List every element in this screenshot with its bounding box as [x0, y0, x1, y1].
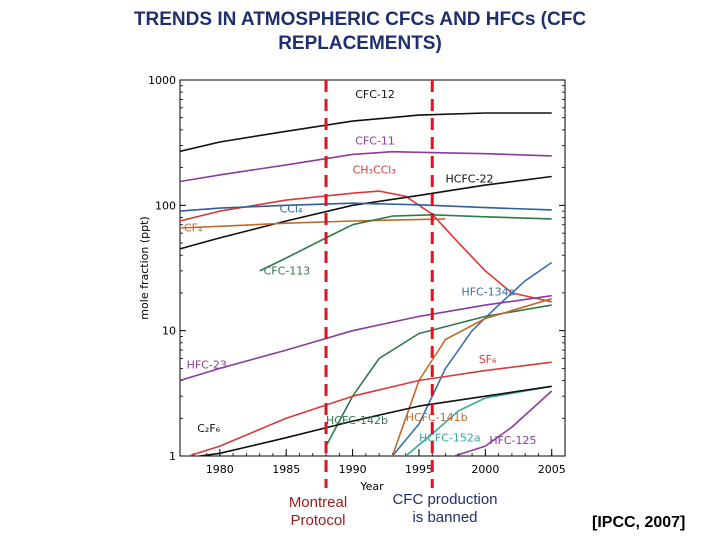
series-line-cfc-11 [180, 150, 552, 183]
y-tick-label: 1 [169, 450, 176, 463]
y-tick-label: 10 [162, 325, 176, 338]
series-line-ccl- [180, 202, 552, 212]
series-line-cf- [180, 218, 446, 229]
plot-frame [179, 79, 566, 457]
source-citation: [IPCC, 2007] [592, 514, 686, 531]
series-label-sf-: SF₆ [479, 353, 497, 366]
series-label-ch-ccl-: CH₃CCl₃ [353, 163, 396, 176]
series-label-hfc-134a: HFC-134a [461, 286, 515, 299]
series-line-cfc-12 [180, 112, 552, 153]
ban-line-1: CFC production [392, 491, 498, 508]
x-tick-label: 1980 [206, 463, 234, 476]
montreal-line-1: Montreal [288, 494, 348, 511]
series-label-c-f-: C₂F₆ [197, 422, 220, 435]
series-line-hfc-134a [391, 261, 553, 456]
chart-title-line-2: REPLACEMENTS) [278, 33, 442, 54]
series-line-hcfc-22 [180, 175, 552, 250]
series-label-hcfc-22: HCFC-22 [446, 173, 494, 186]
x-tick-label: 2005 [538, 463, 566, 476]
cfc-ban-annotation: CFC production is banned [372, 491, 518, 527]
series-label-hcfc-152a: HCFC-152a [419, 432, 481, 445]
series-label-hcfc-142b: HCFC-142b [326, 414, 388, 427]
series-label-ccl-: CCl₄ [280, 202, 303, 215]
series-label-cf-: CF₄ [184, 221, 203, 234]
series-line-hfc-125 [451, 390, 553, 456]
series-label-hfc-23: HFC-23 [187, 358, 227, 371]
series-lines [180, 112, 553, 456]
series-line-hfc-23 [180, 294, 552, 382]
x-tick-label: 1985 [272, 463, 300, 476]
series-label-cfc-113: CFC-113 [264, 265, 311, 278]
x-tick-label: 2000 [471, 463, 499, 476]
series-line-cfc-113 [259, 214, 552, 272]
event-markers [324, 80, 434, 488]
series-line-hcfc-152a [405, 385, 552, 456]
chart-title: TRENDS IN ATMOSPHERIC CFCs AND HFCs (CFC… [0, 8, 720, 56]
y-axis: 1 10 100 1000 [148, 74, 565, 463]
x-axis: 1980 1985 1990 1995 2000 2005 [179, 449, 566, 476]
series-label-hcfc-141b: HCFC-141b [406, 411, 468, 424]
series-label-hfc-125: HFC-125 [489, 434, 536, 447]
series-label-cfc-11: CFC-11 [355, 135, 395, 148]
montreal-line-2: Protocol [290, 512, 346, 529]
x-tick-label: 1995 [405, 463, 433, 476]
series-line-ch-ccl- [180, 190, 552, 303]
x-axis-label: Year [359, 480, 384, 493]
montreal-protocol-annotation: Montreal Protocol [268, 494, 368, 530]
series-label-cfc-12: CFC-12 [355, 88, 395, 101]
chart-title-line-1: TRENDS IN ATMOSPHERIC CFCs AND HFCs (CFC [133, 9, 587, 30]
y-tick-label: 1000 [148, 74, 176, 87]
series-labels: CFC-12 CFC-11 CH₃CCl₃ HCFC-22 CCl₄ CF₄ CFC-113… [184, 88, 537, 447]
series-line-c-f- [194, 385, 552, 456]
y-tick-label: 100 [155, 199, 176, 212]
series-line-hcfc-141b [391, 297, 552, 456]
ban-line-2: is banned [412, 509, 478, 526]
series-line-sf- [186, 361, 552, 456]
y-axis-label: mole fraction (ppt) [138, 216, 151, 319]
x-tick-label: 1990 [339, 463, 367, 476]
